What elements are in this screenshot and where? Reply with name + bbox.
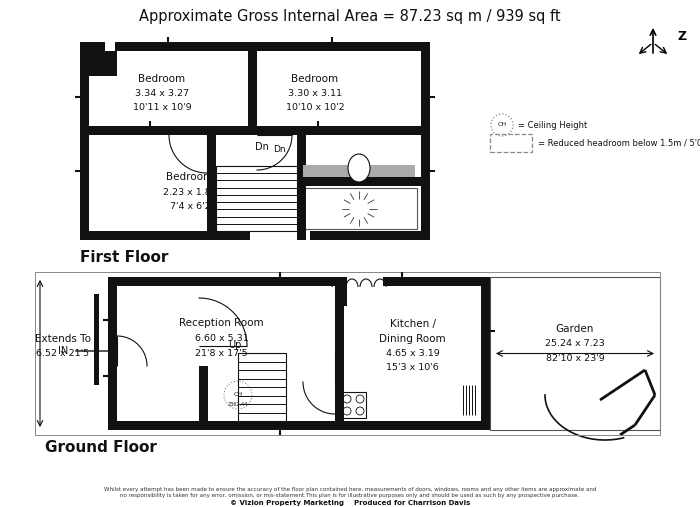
Bar [89, 51, 117, 76]
Bar [310, 231, 421, 240]
Bar [108, 277, 117, 430]
Bar [383, 277, 481, 286]
Text: Dn: Dn [255, 142, 269, 152]
Circle shape [224, 381, 252, 409]
Bar [303, 165, 415, 177]
Text: = Ceiling Height: = Ceiling Height [518, 121, 587, 129]
Text: Extends To: Extends To [35, 334, 91, 344]
Bar [338, 277, 347, 306]
Text: Z: Z [678, 29, 687, 43]
Bar [340, 392, 366, 418]
Bar [481, 277, 490, 430]
Text: 21'8 x 17'5: 21'8 x 17'5 [195, 349, 248, 358]
Text: 3.30 x 3.11: 3.30 x 3.11 [288, 89, 342, 98]
Bar [94, 294, 99, 385]
Text: CH: CH [233, 391, 243, 396]
Bar [301, 188, 417, 229]
Text: Bedroom: Bedroom [167, 172, 214, 183]
Text: Up: Up [228, 340, 242, 350]
Text: 6.60 x 5.31: 6.60 x 5.31 [195, 334, 248, 343]
Bar [335, 277, 344, 326]
Bar [297, 126, 306, 240]
Bar [297, 177, 421, 186]
Bar [108, 277, 338, 286]
Text: © Vizion Property Marketing    Produced for Charrison Davis: © Vizion Property Marketing Produced for… [230, 500, 470, 506]
Text: 25.24 x 7.23: 25.24 x 7.23 [545, 339, 605, 348]
Bar [35, 272, 660, 435]
Text: 15'3 x 10'6: 15'3 x 10'6 [386, 363, 439, 372]
Text: 7'4 x 6'2: 7'4 x 6'2 [169, 202, 210, 211]
Text: Kitchen /: Kitchen / [389, 318, 435, 329]
Bar [238, 353, 286, 421]
Bar [490, 277, 660, 430]
Text: 10'11 x 10'9: 10'11 x 10'9 [133, 103, 191, 112]
Text: IN: IN [57, 346, 68, 356]
Text: Reception Room: Reception Room [179, 318, 264, 329]
Bar [490, 134, 532, 152]
Text: 2362.44: 2362.44 [228, 402, 248, 407]
Text: First Floor: First Floor [80, 250, 169, 266]
Text: Ground Floor: Ground Floor [45, 441, 157, 455]
Text: = Reduced headroom below 1.5m / 5'0: = Reduced headroom below 1.5m / 5'0 [538, 138, 700, 148]
Bar [108, 421, 490, 430]
Bar [105, 42, 115, 51]
Bar [199, 366, 208, 430]
Text: 82'10 x 23'9: 82'10 x 23'9 [545, 354, 604, 363]
Bar [207, 126, 216, 240]
Text: 2.23 x 1.87: 2.23 x 1.87 [163, 188, 217, 197]
Circle shape [491, 114, 513, 136]
Text: Dn: Dn [273, 146, 286, 155]
Ellipse shape [348, 154, 370, 182]
Text: Dining Room: Dining Room [379, 334, 446, 344]
Text: 4.65 x 3.19: 4.65 x 3.19 [386, 349, 440, 358]
Text: no responsibility is taken for any error, omission, or mis-statement.This plan i: no responsibility is taken for any error… [120, 493, 580, 498]
Bar [335, 317, 344, 430]
Bar [216, 166, 297, 231]
Bar [80, 231, 250, 240]
Text: Garden: Garden [556, 323, 594, 334]
Bar [248, 42, 257, 135]
Bar [80, 42, 89, 240]
Bar [80, 42, 430, 51]
Text: 3.34 x 3.27: 3.34 x 3.27 [135, 89, 189, 98]
Text: CH: CH [498, 123, 507, 127]
Text: Whilst every attempt has been made to ensure the accuracy of the floor plan cont: Whilst every attempt has been made to en… [104, 487, 596, 491]
Text: Bedroom: Bedroom [139, 74, 186, 84]
Text: Approximate Gross Internal Area = 87.23 sq m / 939 sq ft: Approximate Gross Internal Area = 87.23 … [139, 10, 561, 24]
Bar [80, 126, 430, 135]
Text: 6.52 x 21'5: 6.52 x 21'5 [36, 349, 90, 358]
Bar [421, 42, 430, 240]
Text: 10'10 x 10'2: 10'10 x 10'2 [286, 103, 344, 112]
Text: Bedroom: Bedroom [291, 74, 339, 84]
